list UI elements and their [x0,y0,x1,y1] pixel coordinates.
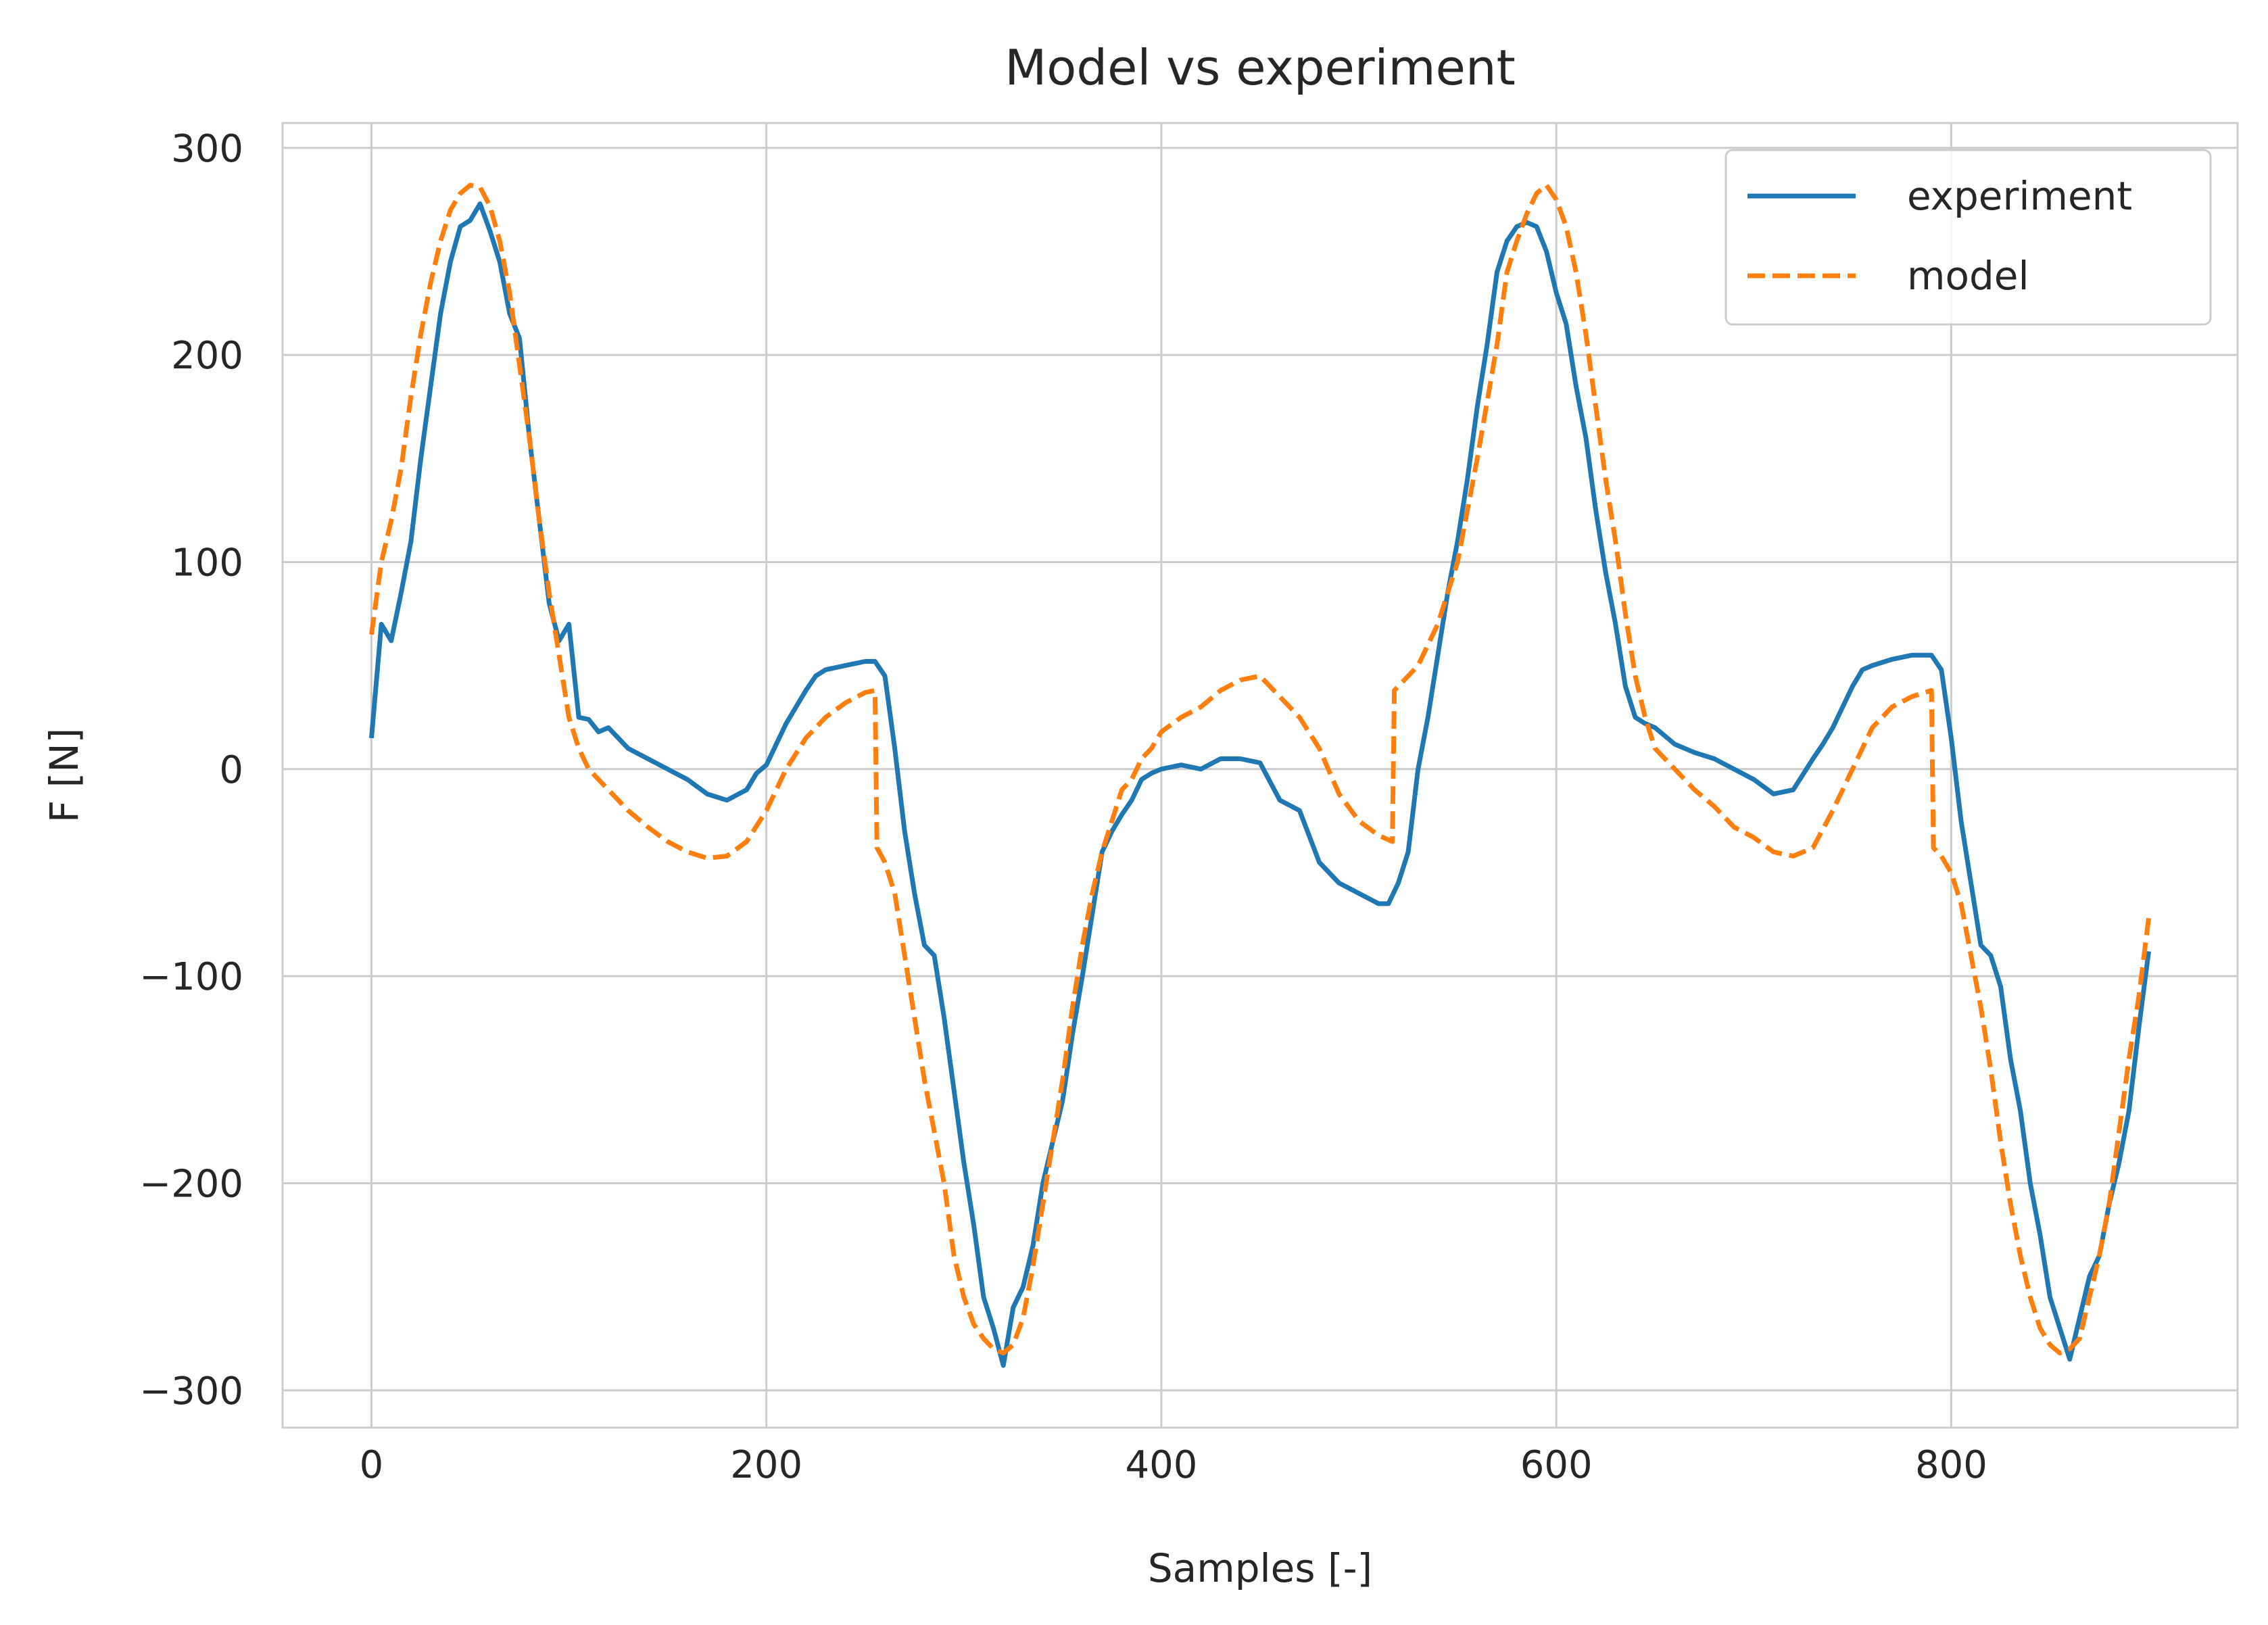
series-layer [369,183,2151,1368]
x-tick-label: 600 [1520,1443,1593,1487]
y-tick-label: −300 [139,1369,243,1413]
x-tick-label: 200 [730,1443,802,1487]
experiment-series-line [369,201,2151,1368]
chart-title: Model vs experiment [1005,39,1516,96]
model-series-line [369,183,2151,1356]
x-tick-label: 400 [1125,1443,1197,1487]
y-axis-label: F [N] [41,728,87,823]
y-tick-label: −100 [139,955,243,999]
x-tick-label: 800 [1915,1443,1987,1487]
y-tick-labels: −300 −200 −100 0 100 200 300 [139,127,243,1413]
x-axis-label: Samples [-] [1148,1545,1372,1591]
y-tick-label: 300 [171,127,243,171]
y-tick-label: −200 [139,1163,243,1207]
plot-frame [281,122,2239,1429]
x-tick-label: 0 [360,1443,384,1487]
model-legend-label: model [1907,253,2029,299]
y-tick-label: 200 [171,334,243,378]
y-tick-label: 100 [171,541,243,585]
experiment-legend-label: experiment [1907,173,2132,219]
grid [283,123,2238,1428]
x-tick-labels: 0 200 400 600 800 [360,1443,1987,1487]
y-tick-label: 0 [219,748,243,792]
legend: experiment model [1724,149,2212,326]
